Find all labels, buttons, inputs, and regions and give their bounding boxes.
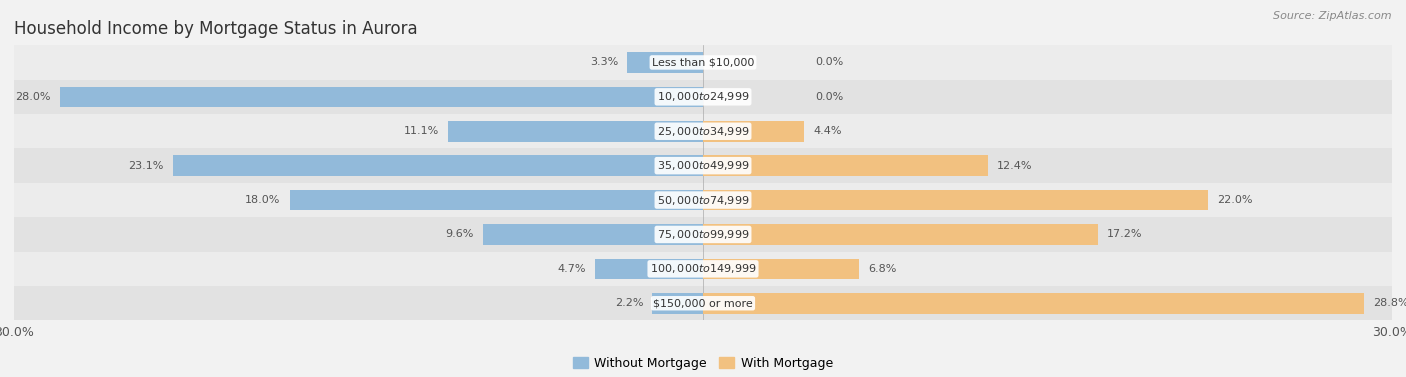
Text: 22.0%: 22.0% xyxy=(1218,195,1253,205)
Text: 28.0%: 28.0% xyxy=(15,92,51,102)
Text: $25,000 to $34,999: $25,000 to $34,999 xyxy=(657,125,749,138)
Bar xyxy=(14,217,1392,252)
Text: 0.0%: 0.0% xyxy=(815,92,844,102)
Text: 6.8%: 6.8% xyxy=(869,264,897,274)
Bar xyxy=(60,87,703,107)
Text: $50,000 to $74,999: $50,000 to $74,999 xyxy=(657,193,749,207)
Text: $75,000 to $99,999: $75,000 to $99,999 xyxy=(657,228,749,241)
Bar xyxy=(703,224,1098,245)
Legend: Without Mortgage, With Mortgage: Without Mortgage, With Mortgage xyxy=(568,352,838,375)
Bar xyxy=(595,259,703,279)
Text: $100,000 to $149,999: $100,000 to $149,999 xyxy=(650,262,756,275)
Text: 23.1%: 23.1% xyxy=(128,161,163,171)
Bar xyxy=(14,149,1392,183)
Bar xyxy=(173,155,703,176)
Text: Source: ZipAtlas.com: Source: ZipAtlas.com xyxy=(1274,11,1392,21)
Text: 2.2%: 2.2% xyxy=(614,298,644,308)
Bar xyxy=(652,293,703,314)
Bar xyxy=(703,293,1364,314)
Bar xyxy=(14,183,1392,217)
Bar xyxy=(14,114,1392,149)
Bar xyxy=(14,252,1392,286)
Bar xyxy=(14,286,1392,320)
Text: Less than $10,000: Less than $10,000 xyxy=(652,57,754,67)
Text: $35,000 to $49,999: $35,000 to $49,999 xyxy=(657,159,749,172)
Bar xyxy=(627,52,703,73)
Bar xyxy=(14,45,1392,80)
Bar xyxy=(703,121,804,142)
Bar xyxy=(703,190,1208,210)
Text: 18.0%: 18.0% xyxy=(245,195,280,205)
Text: $10,000 to $24,999: $10,000 to $24,999 xyxy=(657,90,749,103)
Text: 4.7%: 4.7% xyxy=(557,264,586,274)
Bar xyxy=(703,259,859,279)
Text: Household Income by Mortgage Status in Aurora: Household Income by Mortgage Status in A… xyxy=(14,20,418,38)
Text: 4.4%: 4.4% xyxy=(813,126,842,136)
Text: $150,000 or more: $150,000 or more xyxy=(654,298,752,308)
Text: 17.2%: 17.2% xyxy=(1107,230,1143,239)
Text: 3.3%: 3.3% xyxy=(589,57,619,67)
Text: 0.0%: 0.0% xyxy=(815,57,844,67)
Bar xyxy=(290,190,703,210)
Bar xyxy=(14,80,1392,114)
Text: 28.8%: 28.8% xyxy=(1374,298,1406,308)
Text: 9.6%: 9.6% xyxy=(444,230,474,239)
Text: 12.4%: 12.4% xyxy=(997,161,1032,171)
Bar xyxy=(449,121,703,142)
Bar xyxy=(482,224,703,245)
Bar xyxy=(703,155,988,176)
Text: 11.1%: 11.1% xyxy=(404,126,439,136)
